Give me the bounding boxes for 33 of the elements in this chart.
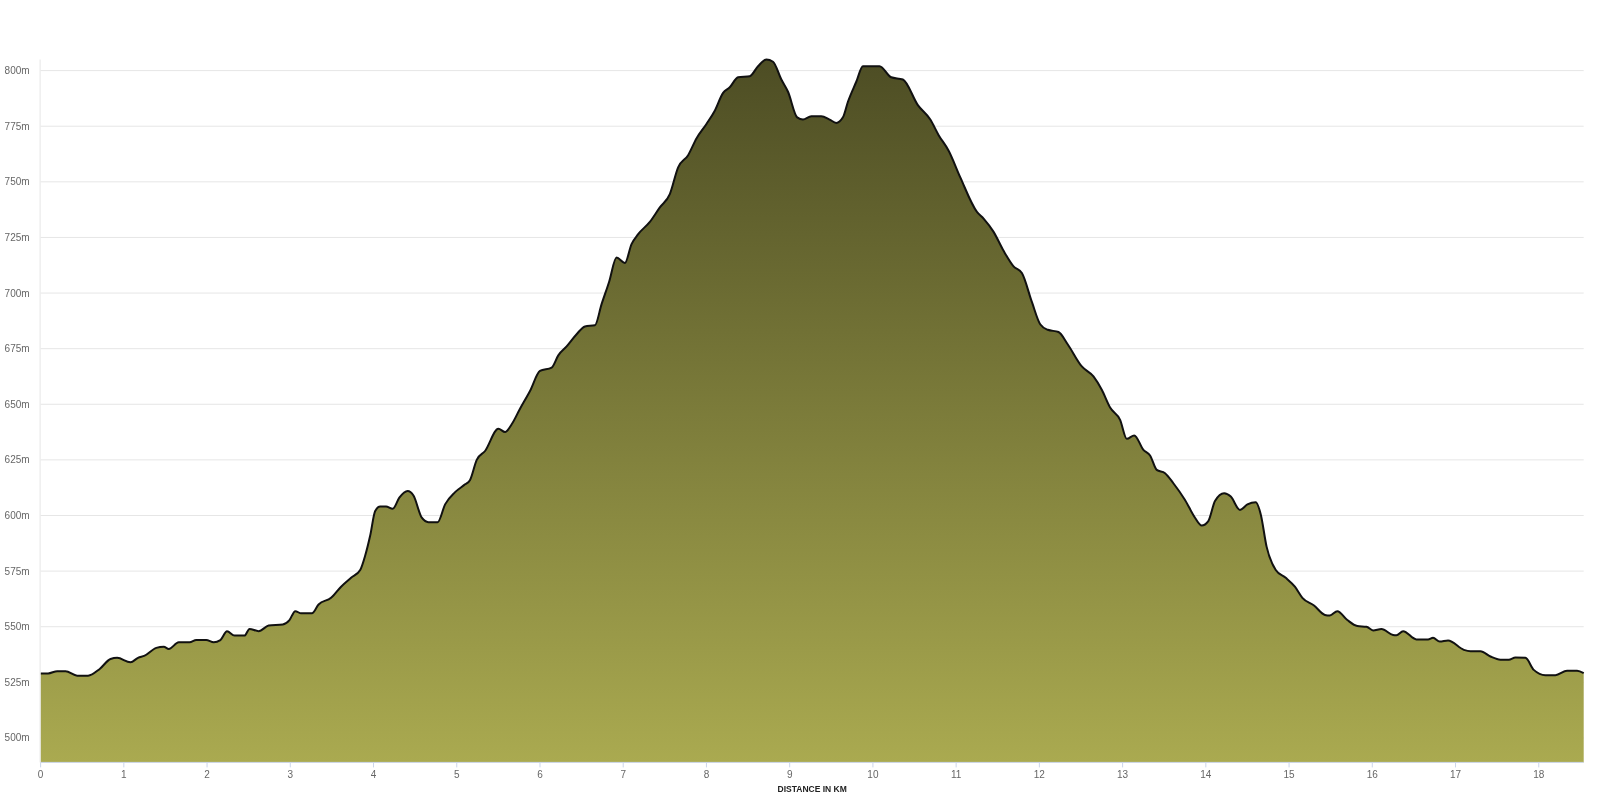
x-tick-label: 15 xyxy=(1283,769,1296,781)
x-tick-label: 16 xyxy=(1366,769,1379,781)
y-tick-label: 725m xyxy=(4,231,30,243)
y-tick-label: 500m xyxy=(4,732,30,744)
y-tick-label: 800m xyxy=(4,65,30,77)
x-tick-label: 0 xyxy=(37,769,44,781)
x-tick-label: 18 xyxy=(1533,769,1545,781)
x-tick-label: 17 xyxy=(1449,769,1462,781)
x-tick-label: 12 xyxy=(1033,769,1046,781)
x-tick-label: 3 xyxy=(287,769,294,781)
y-tick-label: 575m xyxy=(4,565,30,577)
y-tick-label: 550m xyxy=(4,621,30,633)
x-tick-label: 6 xyxy=(537,769,544,781)
x-tick-label: 10 xyxy=(867,769,879,781)
y-tick-label: 750m xyxy=(4,176,30,188)
x-tick-label: 4 xyxy=(370,769,377,781)
x-tick-label: 13 xyxy=(1117,769,1129,781)
x-tick-label: 8 xyxy=(703,769,710,781)
x-tick-label: 7 xyxy=(620,769,627,781)
y-tick-label: 700m xyxy=(4,287,30,299)
x-tick-label: 9 xyxy=(786,769,793,781)
y-tick-label: 675m xyxy=(4,343,30,355)
y-tick-label: 650m xyxy=(4,398,30,410)
y-tick-label: 775m xyxy=(4,120,30,132)
x-tick-label: 2 xyxy=(204,769,211,781)
x-tick-label: 5 xyxy=(453,769,460,781)
x-axis-title: DISTANCE IN KM xyxy=(777,784,847,794)
x-tick-label: 1 xyxy=(121,769,128,781)
y-tick-label: 625m xyxy=(4,454,30,466)
y-tick-label: 600m xyxy=(4,510,30,521)
y-tick-label: 525m xyxy=(4,676,30,688)
x-tick-label: 14 xyxy=(1200,769,1212,781)
x-tick-label: 11 xyxy=(950,769,962,781)
